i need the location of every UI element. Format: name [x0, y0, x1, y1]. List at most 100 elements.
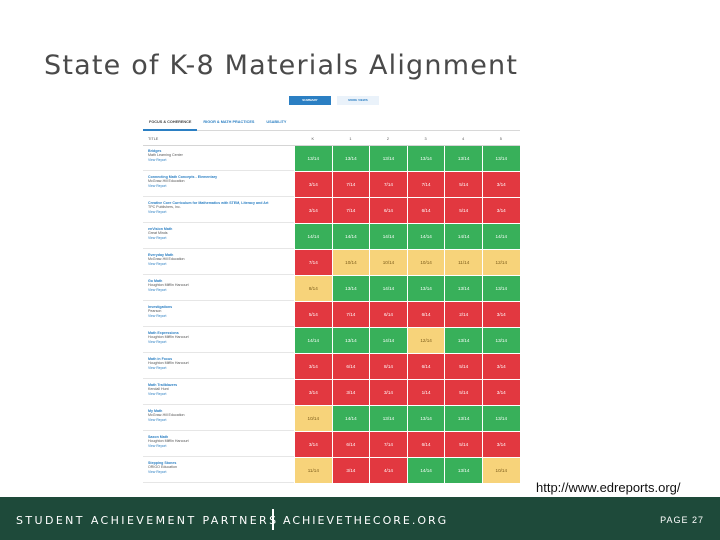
- score-cell[interactable]: 10/14: [406, 250, 445, 275]
- view-report-link[interactable]: View Report: [148, 443, 167, 448]
- score-cell[interactable]: 3/14: [481, 432, 520, 457]
- score-cell[interactable]: 5/14: [444, 354, 482, 379]
- view-report-link[interactable]: View Report: [148, 391, 167, 396]
- score-cell[interactable]: 7/14: [406, 172, 445, 197]
- score-cell[interactable]: 3/14: [481, 302, 520, 327]
- score-cell[interactable]: 13/14: [406, 406, 445, 431]
- score-cell[interactable]: 13/14: [481, 328, 520, 353]
- score-cell[interactable]: 5/14: [444, 198, 482, 223]
- score-cell[interactable]: 6/14: [331, 354, 370, 379]
- score-cell[interactable]: 11/14: [294, 458, 332, 483]
- view-report-link[interactable]: View Report: [148, 261, 167, 266]
- score-cell[interactable]: 3/14: [294, 354, 332, 379]
- score-cell[interactable]: 6/14: [369, 302, 407, 327]
- score-cell[interactable]: 3/14: [481, 172, 520, 197]
- score-cell[interactable]: 3/14: [369, 380, 407, 405]
- more-views-toggle-button[interactable]: MORE VIEWS: [337, 96, 379, 105]
- score-cell[interactable]: 5/14: [444, 432, 482, 457]
- score-cell[interactable]: 14/14: [444, 224, 482, 249]
- tab-usability[interactable]: USABILITY: [266, 120, 287, 124]
- score-cell[interactable]: 5/14: [444, 380, 482, 405]
- view-report-link[interactable]: View Report: [148, 417, 167, 422]
- score-cell[interactable]: 11/14: [444, 250, 482, 275]
- product-name-link[interactable]: Saxon Math: [148, 435, 169, 439]
- score-cell[interactable]: 3/14: [481, 198, 520, 223]
- score-cell[interactable]: 7/14: [331, 198, 370, 223]
- score-cell[interactable]: 6/14: [369, 198, 407, 223]
- score-cell[interactable]: 10/14: [369, 250, 407, 275]
- score-cell[interactable]: 14/14: [331, 406, 370, 431]
- score-cell[interactable]: 6/14: [406, 198, 445, 223]
- product-name-link[interactable]: Math in Focus: [148, 357, 173, 361]
- score-cell[interactable]: 13/14: [406, 146, 445, 171]
- score-cell[interactable]: 13/14: [444, 276, 482, 301]
- score-cell[interactable]: 13/14: [369, 406, 407, 431]
- score-cell[interactable]: 4/14: [369, 458, 407, 483]
- score-cell[interactable]: 13/14: [444, 406, 482, 431]
- view-report-link[interactable]: View Report: [148, 287, 167, 292]
- source-url[interactable]: http://www.edreports.org/: [536, 480, 681, 495]
- score-cell[interactable]: 8/14: [369, 354, 407, 379]
- score-cell[interactable]: 6/14: [406, 302, 445, 327]
- score-cell[interactable]: 2/14: [444, 302, 482, 327]
- view-report-link[interactable]: View Report: [148, 235, 167, 240]
- score-cell[interactable]: 6/14: [406, 432, 445, 457]
- product-name-link[interactable]: Go Math: [148, 279, 163, 283]
- score-cell[interactable]: 13/14: [481, 146, 520, 171]
- score-cell[interactable]: 12/14: [406, 328, 445, 353]
- score-cell[interactable]: 6/14: [406, 354, 445, 379]
- score-cell[interactable]: 3/14: [331, 380, 370, 405]
- product-name-link[interactable]: enVision Math: [148, 227, 173, 231]
- view-report-link[interactable]: View Report: [148, 469, 167, 474]
- product-name-link[interactable]: Investigations: [148, 305, 173, 309]
- score-cell[interactable]: 1/14: [406, 380, 445, 405]
- view-report-link[interactable]: View Report: [148, 365, 167, 370]
- score-cell[interactable]: 8/14: [294, 276, 332, 301]
- score-cell[interactable]: 13/14: [444, 146, 482, 171]
- score-cell[interactable]: 14/14: [369, 224, 407, 249]
- score-cell[interactable]: 3/14: [331, 458, 370, 483]
- score-cell[interactable]: 6/14: [331, 432, 370, 457]
- score-cell[interactable]: 10/14: [294, 406, 332, 431]
- product-name-link[interactable]: Connecting Math Concepts - Elementary: [148, 175, 218, 179]
- score-cell[interactable]: 13/14: [481, 276, 520, 301]
- score-cell[interactable]: 3/14: [294, 198, 332, 223]
- product-name-link[interactable]: Math Trailblazers: [148, 383, 178, 387]
- score-cell[interactable]: 14/14: [406, 458, 445, 483]
- score-cell[interactable]: 13/14: [444, 328, 482, 353]
- product-name-link[interactable]: Creative Core Curriculum for Mathematics…: [148, 201, 269, 205]
- view-report-link[interactable]: View Report: [148, 313, 167, 318]
- score-cell[interactable]: 10/14: [331, 250, 370, 275]
- score-cell[interactable]: 14/14: [294, 224, 332, 249]
- score-cell[interactable]: 13/14: [331, 328, 370, 353]
- score-cell[interactable]: 14/14: [481, 224, 520, 249]
- product-name-link[interactable]: Math Expressions: [148, 331, 179, 335]
- score-cell[interactable]: 7/14: [331, 172, 370, 197]
- product-name-link[interactable]: Everyday Math: [148, 253, 174, 257]
- score-cell[interactable]: 5/14: [444, 172, 482, 197]
- tab-rigor-math-practices[interactable]: RIGOR & MATH PRACTICES: [203, 120, 255, 124]
- view-report-link[interactable]: View Report: [148, 209, 167, 214]
- score-cell[interactable]: 14/14: [369, 328, 407, 353]
- tab-focus-coherence[interactable]: FOCUS & COHERENCE: [143, 115, 198, 131]
- score-cell[interactable]: 13/14: [331, 276, 370, 301]
- view-report-link[interactable]: View Report: [148, 183, 167, 188]
- score-cell[interactable]: 14/14: [294, 328, 332, 353]
- score-cell[interactable]: 3/14: [481, 380, 520, 405]
- score-cell[interactable]: 3/14: [294, 432, 332, 457]
- score-cell[interactable]: 13/14: [331, 146, 370, 171]
- score-cell[interactable]: 7/14: [369, 172, 407, 197]
- product-name-link[interactable]: Stepping Stones: [148, 461, 177, 465]
- score-cell[interactable]: 13/14: [406, 276, 445, 301]
- product-name-link[interactable]: My Math: [148, 409, 163, 413]
- score-cell[interactable]: 13/14: [369, 146, 407, 171]
- score-cell[interactable]: 7/14: [369, 432, 407, 457]
- score-cell[interactable]: 3/14: [294, 172, 332, 197]
- score-cell[interactable]: 3/14: [294, 380, 332, 405]
- score-cell[interactable]: 14/14: [406, 224, 445, 249]
- view-report-link[interactable]: View Report: [148, 339, 167, 344]
- summary-toggle-button[interactable]: SUMMARY: [289, 96, 331, 105]
- score-cell[interactable]: 7/14: [331, 302, 370, 327]
- score-cell[interactable]: 5/14: [294, 302, 332, 327]
- score-cell[interactable]: 10/14: [481, 458, 520, 483]
